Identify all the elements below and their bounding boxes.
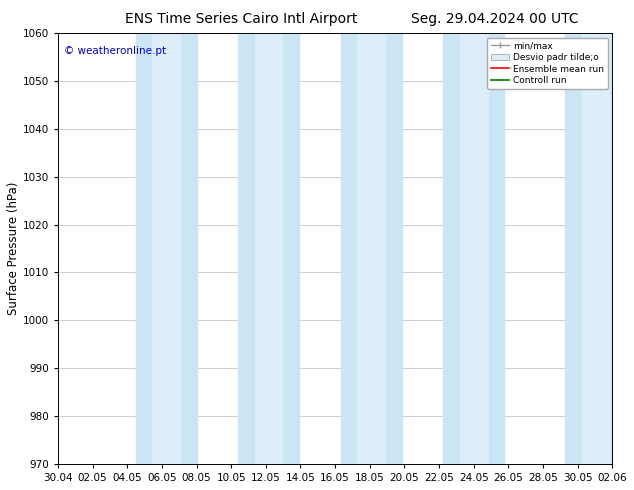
Text: Seg. 29.04.2024 00 UTC: Seg. 29.04.2024 00 UTC	[411, 12, 578, 26]
Bar	[255, 33, 283, 464]
Legend: min/max, Desvio padr tilde;o, Ensemble mean run, Controll run: min/max, Desvio padr tilde;o, Ensemble m…	[487, 38, 608, 89]
Bar	[340, 33, 401, 464]
Text: ENS Time Series Cairo Intl Airport: ENS Time Series Cairo Intl Airport	[125, 12, 357, 26]
Bar	[565, 33, 626, 464]
Bar	[443, 33, 504, 464]
Y-axis label: Surface Pressure (hPa): Surface Pressure (hPa)	[7, 182, 20, 315]
Bar	[152, 33, 180, 464]
Text: © weatheronline.pt: © weatheronline.pt	[63, 46, 165, 56]
Bar	[582, 33, 609, 464]
Bar	[460, 33, 488, 464]
Bar	[238, 33, 299, 464]
Bar	[136, 33, 197, 464]
Bar	[358, 33, 385, 464]
